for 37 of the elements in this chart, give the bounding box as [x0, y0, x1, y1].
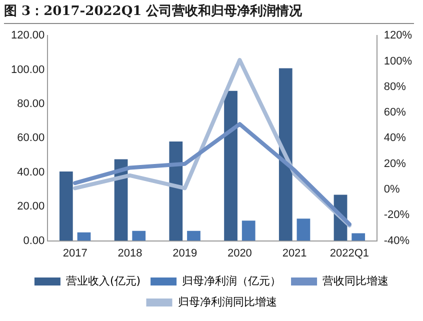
y2-tick-label: 100%: [384, 55, 412, 68]
bar: [132, 230, 146, 241]
y2-tick-label: 0%: [384, 184, 400, 196]
y-tick-label: 100.00: [10, 64, 45, 76]
y2-tick-label: 120%: [384, 30, 412, 42]
bar: [187, 230, 200, 241]
chart-title: 图 3：2017-2022Q1 公司营收和归母净利润情况: [4, 2, 414, 24]
legend-label: 营业收入(亿元): [66, 274, 141, 288]
bar: [169, 141, 183, 241]
bar: [77, 232, 91, 241]
legend-label: 归母净利润同比增速: [178, 295, 277, 308]
y-tick-label: 40.00: [17, 166, 45, 178]
y-tick-label: 80.00: [17, 98, 45, 110]
legend-label: 归母净利润（亿元）: [182, 274, 282, 288]
x-tick-label: 2021: [282, 247, 307, 260]
x-tick-label: 2020: [227, 247, 252, 260]
bar: [278, 68, 292, 241]
x-tick-label: 2018: [118, 247, 142, 260]
y-tick-label: 0.00: [23, 234, 45, 247]
y2-tick-label: 60%: [384, 106, 406, 119]
y2-tick-label: 40%: [384, 132, 406, 144]
x-tick-label: 2019: [172, 247, 198, 260]
x-tick-label: 2017: [62, 247, 88, 260]
y-tick-label: 120.00: [10, 30, 45, 42]
bar: [59, 172, 73, 241]
y-tick-label: 20.00: [17, 200, 45, 213]
y2-tick-label: -40%: [384, 234, 410, 247]
legend-label: 营收同比增速: [322, 274, 389, 288]
bar: [224, 90, 238, 241]
x-tick-label: 2022Q1: [330, 247, 370, 260]
bar: [242, 220, 256, 241]
bar: [296, 218, 310, 241]
y2-tick-label: 80%: [384, 80, 406, 93]
y2-tick-label: -20%: [384, 209, 410, 222]
y-tick-label: 60.00: [17, 132, 45, 144]
bar: [352, 233, 366, 241]
y2-tick-label: 20%: [384, 158, 406, 170]
